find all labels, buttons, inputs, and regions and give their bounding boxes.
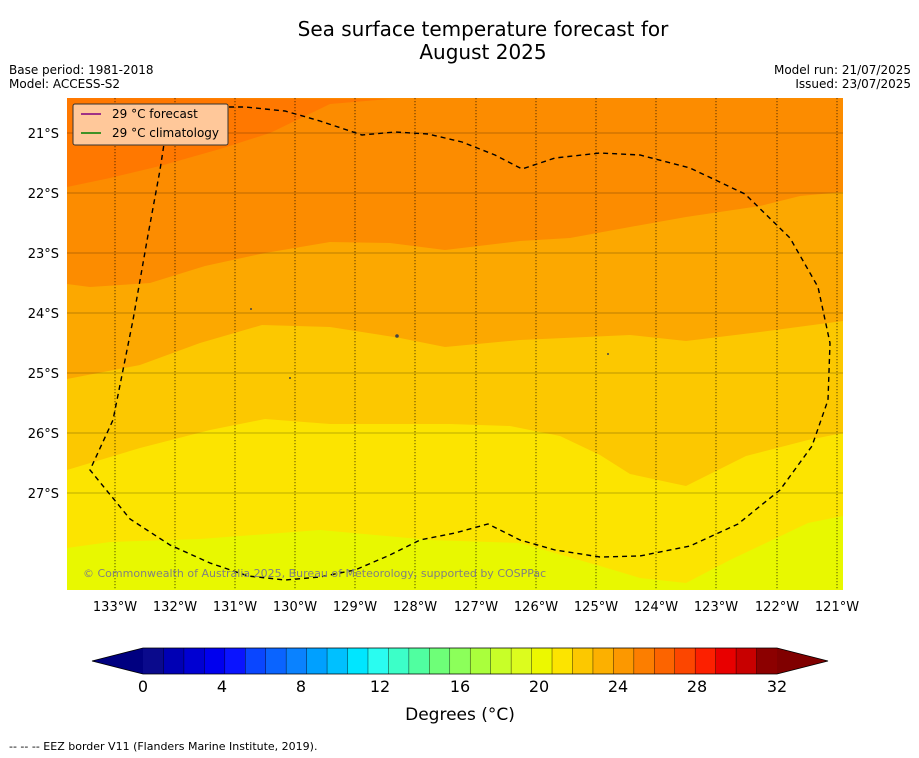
colorbar-outline [91,647,829,675]
colorbar-tick-label: 8 [296,677,306,696]
lon-label: 131°W [213,600,257,615]
map-legend: 29 °C forecast 29 °C climatology [72,103,229,146]
lon-label: 129°W [333,600,377,615]
lat-label: 27°S [28,487,59,502]
legend-climatology-label: 29 °C climatology [112,126,219,140]
island [607,353,609,355]
colorbar-swatch [511,648,532,674]
lat-label: 22°S [28,187,59,202]
colorbar-swatch [592,648,614,674]
colorbar-swatch [408,648,430,674]
lon-label: 128°W [393,600,437,615]
lat-label: 21°S [28,127,59,142]
lon-label: 126°W [514,600,558,615]
lon-label: 121°W [815,600,859,615]
colorbar-swatch [245,648,267,674]
colorbar-tick-label: 16 [450,677,470,696]
colorbar-swatch [183,648,205,674]
colorbar-swatch [449,648,471,674]
lat-label: 25°S [28,367,59,382]
colorbar-swatch [572,648,594,674]
lon-label: 124°W [634,600,678,615]
legend-box [72,103,229,146]
meta-left: Base period: 1981-2018 Model: ACCESS-S2 [9,63,154,91]
colorbar-swatch [531,648,553,674]
colorbar-swatch [327,648,348,674]
colorbar-tick-label: 4 [217,677,227,696]
lon-label: 132°W [153,600,197,615]
lat-labels: 21°S 22°S 23°S 24°S 25°S 26°S 27°S [28,127,59,502]
colorbar-tick-label: 28 [687,677,707,696]
colorbar-swatch [756,648,778,674]
colorbar-swatch [654,648,676,674]
colorbar-swatch [613,648,635,674]
colorbar-low-extend [92,648,143,674]
island [289,377,291,379]
colorbar-swatch [715,648,737,674]
model-run-text: Model run: 21/07/2025 [773,63,911,77]
colorbar-swatch [224,648,246,674]
lat-grid [67,132,843,494]
lon-label: 122°W [755,600,799,615]
meta-right: Model run: 21/07/2025 Issued: 23/07/2025 [774,63,911,91]
colorbar-swatch [265,648,287,674]
colorbar-title: Degrees (°C) [405,705,515,725]
colorbar-swatch [204,648,226,674]
base-period-text: Base period: 1981-2018 [9,63,154,77]
copyright-text: © Commonwealth of Australia 2025, Bureau… [83,567,546,580]
colorbar-swatch [347,648,369,674]
colorbar-swatch [695,648,717,674]
colorbar-swatch [674,648,696,674]
colorbar-tick-label: 0 [138,677,148,696]
colorbar-tick-label: 12 [370,677,390,696]
lon-label: 133°W [93,600,137,615]
lon-label: 123°W [694,600,738,615]
lon-grid [114,98,838,590]
lon-labels: 133°W 132°W 131°W 130°W 129°W 128°W 127°… [93,600,859,615]
lon-label: 130°W [273,600,317,615]
colorbar-swatch [552,648,573,674]
colorbar-swatch [429,648,451,674]
colorbar-swatch [306,648,328,674]
eez-footnote: -- -- -- EEZ border V11 (Flanders Marine… [9,740,318,753]
legend-forecast-label: 29 °C forecast [112,107,198,121]
colorbar-tick-label: 32 [767,677,787,696]
colorbar-ticks: 0 4 8 12 16 20 24 28 32 [138,677,787,696]
temperature-field [67,98,843,590]
colorbar-swatch [388,648,410,674]
island [395,334,399,338]
colorbar-swatch [490,648,512,674]
islands [250,308,609,379]
issued-text: Issued: 23/07/2025 [795,77,911,91]
colorbar-swatch [143,648,164,674]
temperature-band [67,98,843,287]
colorbar-swatch [633,648,655,674]
map-title: Sea surface temperature forecast for Aug… [0,18,919,64]
lon-label: 125°W [574,600,618,615]
island [250,308,252,310]
lon-label: 127°W [454,600,498,615]
colorbar-swatch [163,648,185,674]
model-text: Model: ACCESS-S2 [9,77,121,91]
colorbar [91,647,829,675]
colorbar-tick-label: 20 [529,677,549,696]
lat-label: 24°S [28,307,59,322]
colorbar-high-extend [777,648,828,674]
lat-label: 23°S [28,247,59,262]
lat-label: 26°S [28,427,59,442]
eez-border [89,106,831,581]
colorbar-swatch [470,648,492,674]
colorbar-tick-label: 24 [608,677,628,696]
title-line-1: Sea surface temperature forecast for [297,17,669,41]
colorbar-swatch [367,648,389,674]
colorbar-swatch [286,648,308,674]
colorbar-swatch [736,648,757,674]
title-line-2: August 2025 [419,40,547,64]
